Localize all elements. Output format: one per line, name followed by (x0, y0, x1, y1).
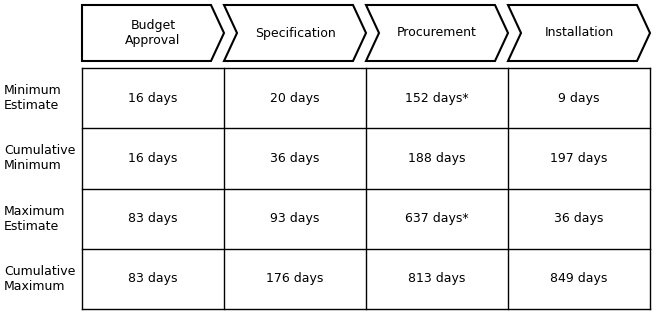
Polygon shape (366, 5, 508, 61)
Text: Budget
Approval: Budget Approval (125, 19, 181, 47)
Text: 176 days: 176 days (266, 272, 324, 285)
Text: Installation: Installation (544, 26, 614, 39)
Text: 849 days: 849 days (550, 272, 608, 285)
Polygon shape (508, 5, 650, 61)
Text: 197 days: 197 days (550, 152, 608, 165)
Text: 152 days*: 152 days* (405, 92, 468, 105)
Text: Maximum
Estimate: Maximum Estimate (4, 205, 66, 232)
Text: Cumulative
Maximum: Cumulative Maximum (4, 265, 76, 293)
Text: 813 days: 813 days (409, 272, 466, 285)
Text: Minimum
Estimate: Minimum Estimate (4, 84, 62, 112)
Text: 93 days: 93 days (270, 212, 320, 225)
Text: Cumulative
Minimum: Cumulative Minimum (4, 144, 76, 172)
Polygon shape (82, 5, 224, 61)
Text: Specification: Specification (255, 26, 336, 39)
Text: 16 days: 16 days (128, 92, 178, 105)
Text: Procurement: Procurement (397, 26, 477, 39)
Text: 188 days: 188 days (408, 152, 466, 165)
Text: 637 days*: 637 days* (405, 212, 468, 225)
Text: 83 days: 83 days (128, 212, 178, 225)
Text: 20 days: 20 days (270, 92, 320, 105)
Polygon shape (224, 5, 366, 61)
Text: 9 days: 9 days (558, 92, 599, 105)
Text: 36 days: 36 days (554, 212, 603, 225)
Text: 83 days: 83 days (128, 272, 178, 285)
Text: 16 days: 16 days (128, 152, 178, 165)
Text: 36 days: 36 days (270, 152, 320, 165)
